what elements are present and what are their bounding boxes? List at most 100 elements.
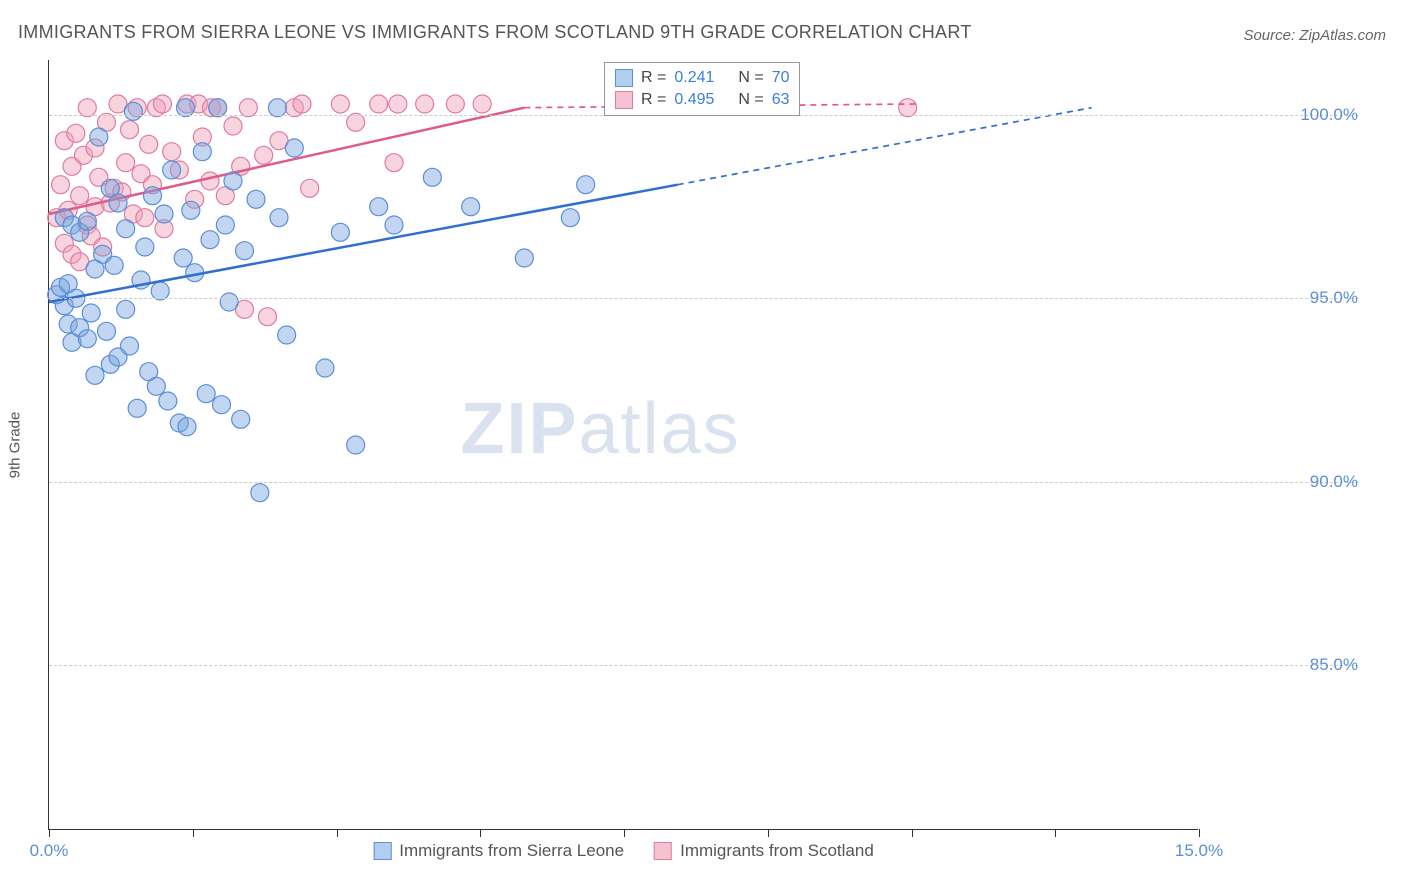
scatter-point	[140, 135, 158, 153]
scatter-point	[71, 187, 89, 205]
chart-title: IMMIGRANTS FROM SIERRA LEONE VS IMMIGRAN…	[18, 22, 972, 43]
scatter-point	[176, 99, 194, 117]
scatter-point	[331, 95, 349, 113]
scatter-point	[316, 359, 334, 377]
y-axis-label: 9th Grade	[7, 411, 24, 478]
scatter-point	[197, 385, 215, 403]
scatter-point	[247, 190, 265, 208]
legend-n-value: 63	[772, 91, 790, 109]
legend-n-label: N =	[738, 91, 763, 109]
scatter-point	[251, 484, 269, 502]
scatter-point	[136, 238, 154, 256]
scatter-point	[128, 399, 146, 417]
scatter-point	[216, 216, 234, 234]
scatter-point	[209, 99, 227, 117]
scatter-point	[224, 172, 242, 190]
x-tick-label: 0.0%	[30, 841, 69, 861]
scatter-point	[213, 396, 231, 414]
scatter-point	[109, 194, 127, 212]
scatter-point	[117, 220, 135, 238]
scatter-point	[239, 99, 257, 117]
scatter-point	[347, 113, 365, 131]
scatter-point	[224, 117, 242, 135]
gridline	[49, 482, 1358, 483]
series-legend-item: Immigrants from Scotland	[654, 841, 874, 861]
scatter-point	[124, 102, 142, 120]
scatter-point	[121, 337, 139, 355]
scatter-point	[78, 99, 96, 117]
x-tick	[624, 829, 625, 837]
legend-swatch	[373, 842, 391, 860]
legend-n-label: N =	[738, 69, 763, 87]
scatter-point	[423, 168, 441, 186]
chart-area: 9th Grade ZIPatlas 85.0%90.0%95.0%100.0%…	[48, 60, 1358, 830]
legend-n-value: 70	[772, 69, 790, 87]
scatter-point	[278, 326, 296, 344]
correlation-legend: R = 0.241 N = 70 R = 0.495 N = 63	[604, 62, 800, 116]
scatter-point	[347, 436, 365, 454]
scatter-point	[78, 212, 96, 230]
scatter-point	[201, 172, 219, 190]
scatter-point	[236, 242, 254, 260]
series-legend: Immigrants from Sierra Leone Immigrants f…	[373, 841, 874, 861]
x-tick	[480, 829, 481, 837]
scatter-point	[370, 198, 388, 216]
legend-r-value: 0.495	[674, 91, 730, 109]
scatter-point	[220, 293, 238, 311]
x-tick	[912, 829, 913, 837]
scatter-point	[462, 198, 480, 216]
scatter-point	[178, 418, 196, 436]
y-tick-label: 95.0%	[1302, 288, 1358, 308]
legend-row: R = 0.241 N = 70	[615, 67, 789, 89]
scatter-point	[385, 216, 403, 234]
legend-r-label: R =	[641, 91, 666, 109]
legend-swatch	[654, 842, 672, 860]
scatter-point	[416, 95, 434, 113]
source-attribution: Source: ZipAtlas.com	[1243, 27, 1386, 44]
scatter-point	[255, 146, 273, 164]
scatter-point	[136, 209, 154, 227]
scatter-point	[155, 205, 173, 223]
scatter-point	[67, 124, 85, 142]
scatter-point	[577, 176, 595, 194]
scatter-point	[163, 161, 181, 179]
legend-row: R = 0.495 N = 63	[615, 89, 789, 111]
scatter-point	[293, 95, 311, 113]
x-tick-label: 15.0%	[1175, 841, 1223, 861]
plot-region: 9th Grade ZIPatlas 85.0%90.0%95.0%100.0%…	[48, 60, 1198, 830]
legend-swatch	[615, 91, 633, 109]
scatter-point	[98, 322, 116, 340]
scatter-point	[473, 95, 491, 113]
y-tick-label: 90.0%	[1302, 472, 1358, 492]
series-legend-label: Immigrants from Scotland	[680, 841, 874, 861]
scatter-point	[301, 179, 319, 197]
series-legend-item: Immigrants from Sierra Leone	[373, 841, 624, 861]
regression-line-dashed	[678, 108, 1092, 185]
x-tick	[768, 829, 769, 837]
scatter-point	[78, 330, 96, 348]
scatter-point	[117, 300, 135, 318]
scatter-point	[561, 209, 579, 227]
y-tick-label: 85.0%	[1302, 655, 1358, 675]
scatter-point	[285, 139, 303, 157]
scatter-svg	[49, 60, 1359, 830]
x-tick	[337, 829, 338, 837]
gridline	[49, 298, 1358, 299]
scatter-point	[270, 209, 288, 227]
legend-r-value: 0.241	[674, 69, 730, 87]
scatter-point	[121, 121, 139, 139]
scatter-point	[90, 128, 108, 146]
series-legend-label: Immigrants from Sierra Leone	[399, 841, 624, 861]
x-tick	[49, 829, 50, 837]
scatter-point	[389, 95, 407, 113]
scatter-point	[86, 366, 104, 384]
y-tick-label: 100.0%	[1292, 105, 1358, 125]
legend-r-label: R =	[641, 69, 666, 87]
scatter-point	[268, 99, 286, 117]
x-tick	[1055, 829, 1056, 837]
scatter-point	[147, 377, 165, 395]
scatter-point	[153, 95, 171, 113]
scatter-point	[446, 95, 464, 113]
gridline	[49, 665, 1358, 666]
scatter-point	[82, 304, 100, 322]
